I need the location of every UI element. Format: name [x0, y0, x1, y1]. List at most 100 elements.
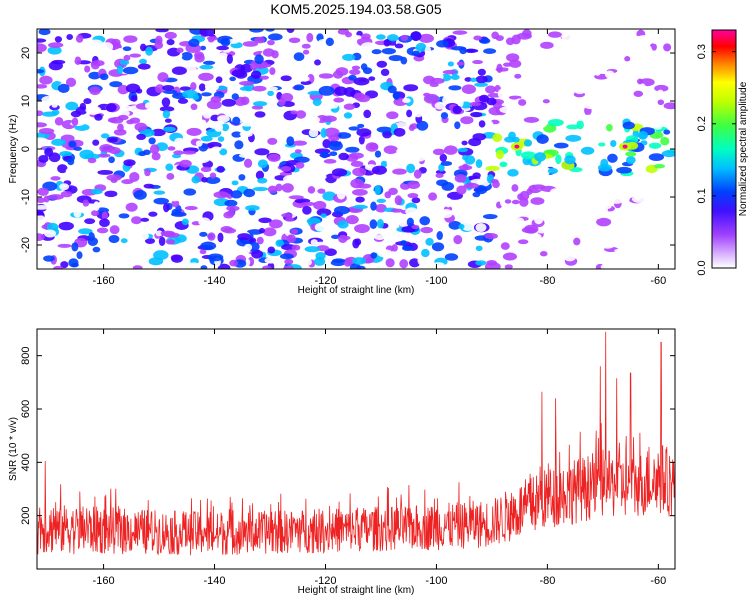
spectrogram-cell	[572, 249, 580, 255]
spectrogram-cell	[409, 258, 421, 268]
spectrogram-cell	[276, 141, 286, 150]
spectrogram-cell	[655, 210, 667, 221]
spectrogram-cell	[581, 114, 598, 121]
spectrogram-cell	[518, 255, 527, 261]
spectrogram-cell	[646, 50, 657, 55]
spectrogram-cell	[434, 102, 445, 110]
spectrogram-cell	[417, 255, 425, 266]
spectrogram-cell	[183, 188, 197, 196]
spectrogram-cell	[76, 251, 83, 259]
spectrogram-cell	[376, 34, 386, 40]
spectrogram-cell	[216, 45, 229, 51]
spectrogram-cell	[92, 246, 101, 253]
spectrogram-cell	[613, 259, 625, 265]
spectrogram-cell	[364, 85, 378, 91]
spectrogram-cell	[627, 218, 644, 227]
spectrogram-cell	[576, 114, 584, 122]
spectrogram-cell	[221, 98, 236, 107]
spectrogram-cell	[665, 168, 675, 179]
spectrogram-cell	[201, 92, 212, 97]
spectrogram-cell	[663, 102, 675, 110]
spectrogram-cell	[51, 138, 66, 146]
spectrogram-cell	[164, 58, 173, 67]
spectrogram-cell	[583, 260, 596, 269]
spectrogram-cell	[54, 117, 64, 126]
spectrogram-cell	[243, 158, 253, 168]
spectrogram-cell	[514, 73, 522, 79]
snr-frame	[36, 328, 676, 570]
snr-series-line	[37, 331, 675, 556]
spectrogram-cell	[348, 74, 357, 81]
spectrogram-cell	[433, 65, 448, 70]
x-tick-label: -80	[539, 275, 555, 287]
spectrogram-cell	[167, 193, 183, 202]
spectrogram-cell	[131, 216, 142, 225]
spectrogram-cell	[376, 198, 387, 203]
spectrogram-cell	[459, 46, 467, 55]
spectrogram-cell	[188, 250, 204, 260]
spectrogram-cell	[321, 115, 337, 123]
spectrogram-cell	[590, 92, 597, 97]
spectrogram-cell	[348, 69, 361, 75]
spectrogram-cell	[317, 174, 327, 180]
spectrogram-cell	[284, 217, 295, 222]
spectrogram-cell	[400, 34, 409, 42]
spectrogram-cell	[71, 262, 79, 268]
spectrogram-cell	[539, 251, 548, 257]
spectrogram-cell	[314, 59, 321, 66]
spectrogram-cell	[371, 49, 382, 55]
spectrogram-cell	[475, 260, 487, 266]
spectrogram-cell	[123, 159, 136, 167]
spectrogram-cell	[496, 63, 503, 73]
spectrogram-cell	[380, 68, 390, 77]
spectrogram-cell	[75, 34, 84, 43]
spectrogram-cell	[376, 60, 388, 68]
spectrogram-cell	[275, 239, 284, 247]
spectrogram-cell	[461, 140, 468, 146]
spectrogram-cell	[360, 42, 376, 52]
spectrogram-cell	[167, 146, 176, 151]
spectrogram-cell	[83, 98, 92, 105]
spectrogram-cell	[395, 107, 405, 114]
spectrogram-cell	[381, 47, 396, 55]
spectrogram-cell	[59, 151, 73, 157]
spectrogram-cell	[425, 237, 434, 246]
spectrogram-cell	[486, 260, 498, 266]
spectrogram-cell	[358, 135, 365, 145]
spectrogram-cell	[199, 231, 208, 237]
spectrogram-cell	[457, 97, 464, 108]
spectrogram-cell	[492, 133, 503, 143]
spectrogram-cell	[37, 122, 47, 128]
spectrogram-cell	[628, 266, 644, 269]
spectrogram-cell	[542, 99, 550, 104]
spectrogram-cell	[151, 152, 161, 161]
spectrogram-cell	[394, 195, 403, 206]
spectrogram-cell	[57, 83, 70, 93]
spectrogram-cell	[382, 130, 392, 139]
spectrogram-x-axis-label: Height of straight line (km)	[298, 285, 415, 296]
spectrogram-cell	[153, 250, 169, 260]
spectrogram-cell	[661, 150, 675, 158]
spectrogram-cell	[239, 131, 253, 138]
spectrogram-cell	[642, 235, 652, 241]
spectrogram-cell	[88, 71, 101, 80]
spectrogram-cell	[186, 127, 202, 137]
spectrogram-cell	[198, 83, 206, 92]
spectrogram-cell	[462, 163, 469, 171]
spectrogram-cell	[116, 65, 124, 75]
spectrogram-cell	[37, 43, 47, 53]
spectrogram-cell	[43, 255, 55, 262]
spectrogram-cell	[520, 151, 537, 160]
x-tick-label: -60	[650, 275, 666, 287]
spectrogram-cell	[142, 149, 151, 156]
spectrogram-cell	[561, 184, 570, 192]
spectrogram-cell	[559, 115, 570, 121]
spectrogram-cell	[385, 258, 395, 268]
spectrogram-cell	[78, 228, 93, 235]
spectrogram-cell	[201, 176, 208, 183]
spectrogram-cell	[334, 253, 347, 261]
spectrogram-cell	[44, 147, 54, 157]
spectrogram-cell	[295, 110, 307, 119]
spectrogram-cell	[300, 80, 312, 86]
